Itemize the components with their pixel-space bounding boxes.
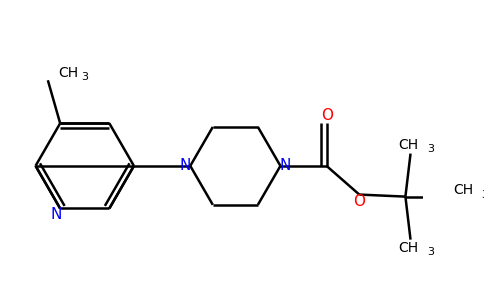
- Text: O: O: [353, 194, 365, 209]
- Text: 3: 3: [481, 190, 484, 200]
- Text: N: N: [50, 207, 62, 222]
- Text: N: N: [280, 158, 291, 173]
- Text: 3: 3: [427, 247, 435, 257]
- Text: 3: 3: [82, 72, 89, 82]
- Text: 3: 3: [427, 145, 435, 154]
- Text: CH: CH: [454, 184, 474, 197]
- Text: CH: CH: [398, 138, 419, 152]
- Text: O: O: [321, 108, 333, 123]
- Text: CH: CH: [398, 241, 419, 255]
- Text: N: N: [180, 158, 191, 173]
- Text: CH: CH: [58, 66, 78, 80]
